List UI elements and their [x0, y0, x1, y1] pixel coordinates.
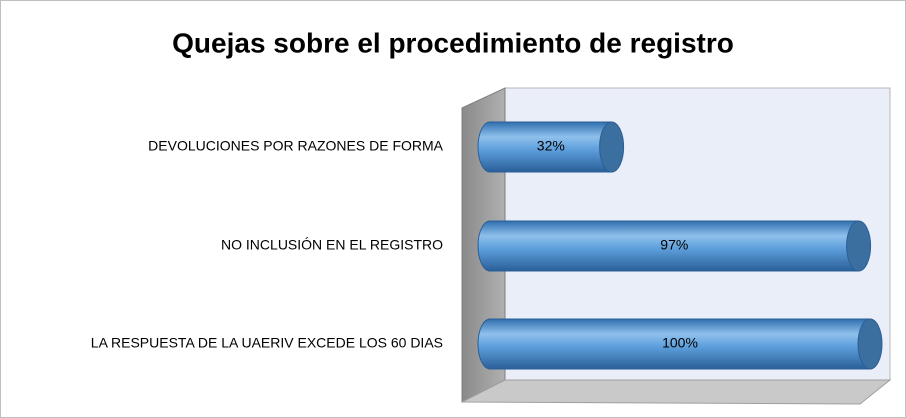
category-label: DEVOLUCIONES POR RAZONES DE FORMA — [148, 138, 443, 154]
category-label: NO INCLUSIÓN EN EL REGISTRO — [221, 237, 443, 253]
category-label: LA RESPUESTA DE LA UAERIV EXCEDE LOS 60 … — [91, 335, 443, 351]
bar-cap-right — [846, 220, 872, 272]
bar-cap-right — [599, 121, 625, 173]
value-label: 100% — [662, 335, 698, 351]
bar — [490, 319, 870, 369]
value-label: 97% — [660, 237, 688, 253]
floor — [461, 379, 892, 405]
chart-title: Quejas sobre el procedimiento de registr… — [172, 27, 734, 58]
bar-cap-right — [857, 318, 883, 370]
value-label: 32% — [537, 138, 565, 154]
bar — [490, 122, 612, 172]
bar — [490, 221, 859, 271]
